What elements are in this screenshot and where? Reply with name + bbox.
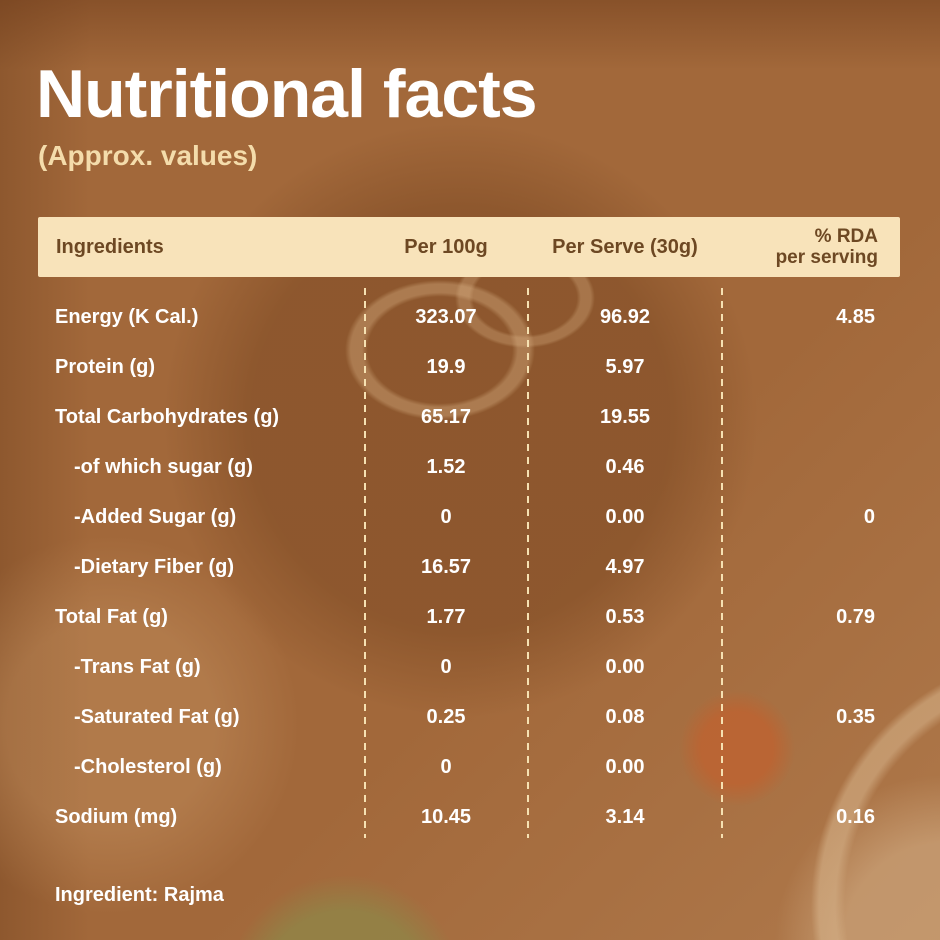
value-rda-per-serving <box>698 742 875 792</box>
value-per-100g: 0.25 <box>426 706 466 728</box>
table-row: -Dietary Fiber (g) 16.57 4.97 <box>38 542 900 592</box>
value-per-100g: 1.52 <box>426 456 466 478</box>
header-per-100g: Per 100g <box>404 236 488 258</box>
value-per-serve: 19.55 <box>599 406 651 428</box>
row-label: -Saturated Fat (g) <box>74 706 240 728</box>
table-row: -of which sugar (g) 1.52 0.46 <box>38 442 900 492</box>
value-per-100g: 0 <box>440 756 452 778</box>
table-row: Protein (g) 19.9 5.97 <box>38 342 900 392</box>
column-divider-3 <box>721 288 723 838</box>
subtitle-approx-values: (Approx. values) <box>38 140 258 171</box>
value-per-100g: 1.77 <box>426 606 466 628</box>
row-label: Total Carbohydrates (g) <box>55 406 280 428</box>
value-per-serve: 96.92 <box>599 306 651 328</box>
row-label: Energy (K Cal.) <box>55 306 199 328</box>
table-body: Energy (K Cal.) 323.07 96.92 4.85 Protei… <box>38 292 900 842</box>
header-rda-line1: % RDA <box>814 226 878 247</box>
table-row: Energy (K Cal.) 323.07 96.92 4.85 <box>38 292 900 342</box>
row-label: Total Fat (g) <box>55 606 168 628</box>
value-per-serve: 0.00 <box>605 506 645 528</box>
value-rda-per-serving <box>698 392 875 442</box>
value-per-100g: 0 <box>440 656 452 678</box>
table-header-row: Ingredients Per 100g Per Serve (30g) % R… <box>38 217 900 277</box>
row-label: Sodium (mg) <box>55 806 178 828</box>
value-per-serve: 5.97 <box>605 356 645 378</box>
header-rda-line2: per serving <box>775 247 878 268</box>
row-label: -Dietary Fiber (g) <box>74 556 235 578</box>
column-divider-2 <box>527 288 529 838</box>
row-label: -of which sugar (g) <box>74 456 253 478</box>
table-row: -Added Sugar (g) 0 0.00 0 <box>38 492 900 542</box>
row-label: -Added Sugar (g) <box>74 506 237 528</box>
value-per-100g: 65.17 <box>420 406 472 428</box>
header-per-serve: Per Serve (30g) <box>552 236 698 258</box>
table-row: -Trans Fat (g) 0 0.00 <box>38 642 900 692</box>
value-rda-per-serving <box>698 542 875 592</box>
row-label: -Cholesterol (g) <box>74 756 222 778</box>
value-per-serve: 0.00 <box>605 656 645 678</box>
table-row: -Saturated Fat (g) 0.25 0.08 0.35 <box>38 692 900 742</box>
value-rda-per-serving: 0.79 <box>836 606 875 628</box>
value-rda-per-serving <box>698 642 875 692</box>
value-per-100g: 0 <box>440 506 452 528</box>
value-rda-per-serving: 0 <box>863 506 875 528</box>
table-row: -Cholesterol (g) 0 0.00 <box>38 742 900 792</box>
value-per-100g: 10.45 <box>420 806 472 828</box>
value-rda-per-serving <box>698 342 875 392</box>
row-label: Protein (g) <box>55 356 155 378</box>
value-per-100g: 19.9 <box>426 356 466 378</box>
value-per-serve: 3.14 <box>605 806 645 828</box>
header-rda-per-serving: % RDA per serving <box>776 226 878 268</box>
value-per-serve: 4.97 <box>605 556 645 578</box>
value-rda-per-serving <box>698 442 875 492</box>
table-row: Total Fat (g) 1.77 0.53 0.79 <box>38 592 900 642</box>
column-divider-1 <box>364 288 366 838</box>
value-per-serve: 0.08 <box>605 706 645 728</box>
header-ingredients: Ingredients <box>56 236 164 258</box>
table-row: Sodium (mg) 10.45 3.14 0.16 <box>38 792 900 842</box>
page-title: Nutritional facts <box>36 56 538 132</box>
value-per-serve: 0.46 <box>605 456 645 478</box>
value-per-100g: 323.07 <box>415 306 477 328</box>
table-row: Total Carbohydrates (g) 65.17 19.55 <box>38 392 900 442</box>
row-label: -Trans Fat (g) <box>74 656 201 678</box>
value-per-serve: 0.53 <box>605 606 645 628</box>
ingredient-note: Ingredient: Rajma <box>55 884 224 906</box>
value-rda-per-serving: 0.35 <box>836 706 875 728</box>
value-rda-per-serving: 0.16 <box>836 806 875 828</box>
value-per-serve: 0.00 <box>605 756 645 778</box>
value-rda-per-serving: 4.85 <box>836 306 875 328</box>
value-per-100g: 16.57 <box>420 556 472 578</box>
